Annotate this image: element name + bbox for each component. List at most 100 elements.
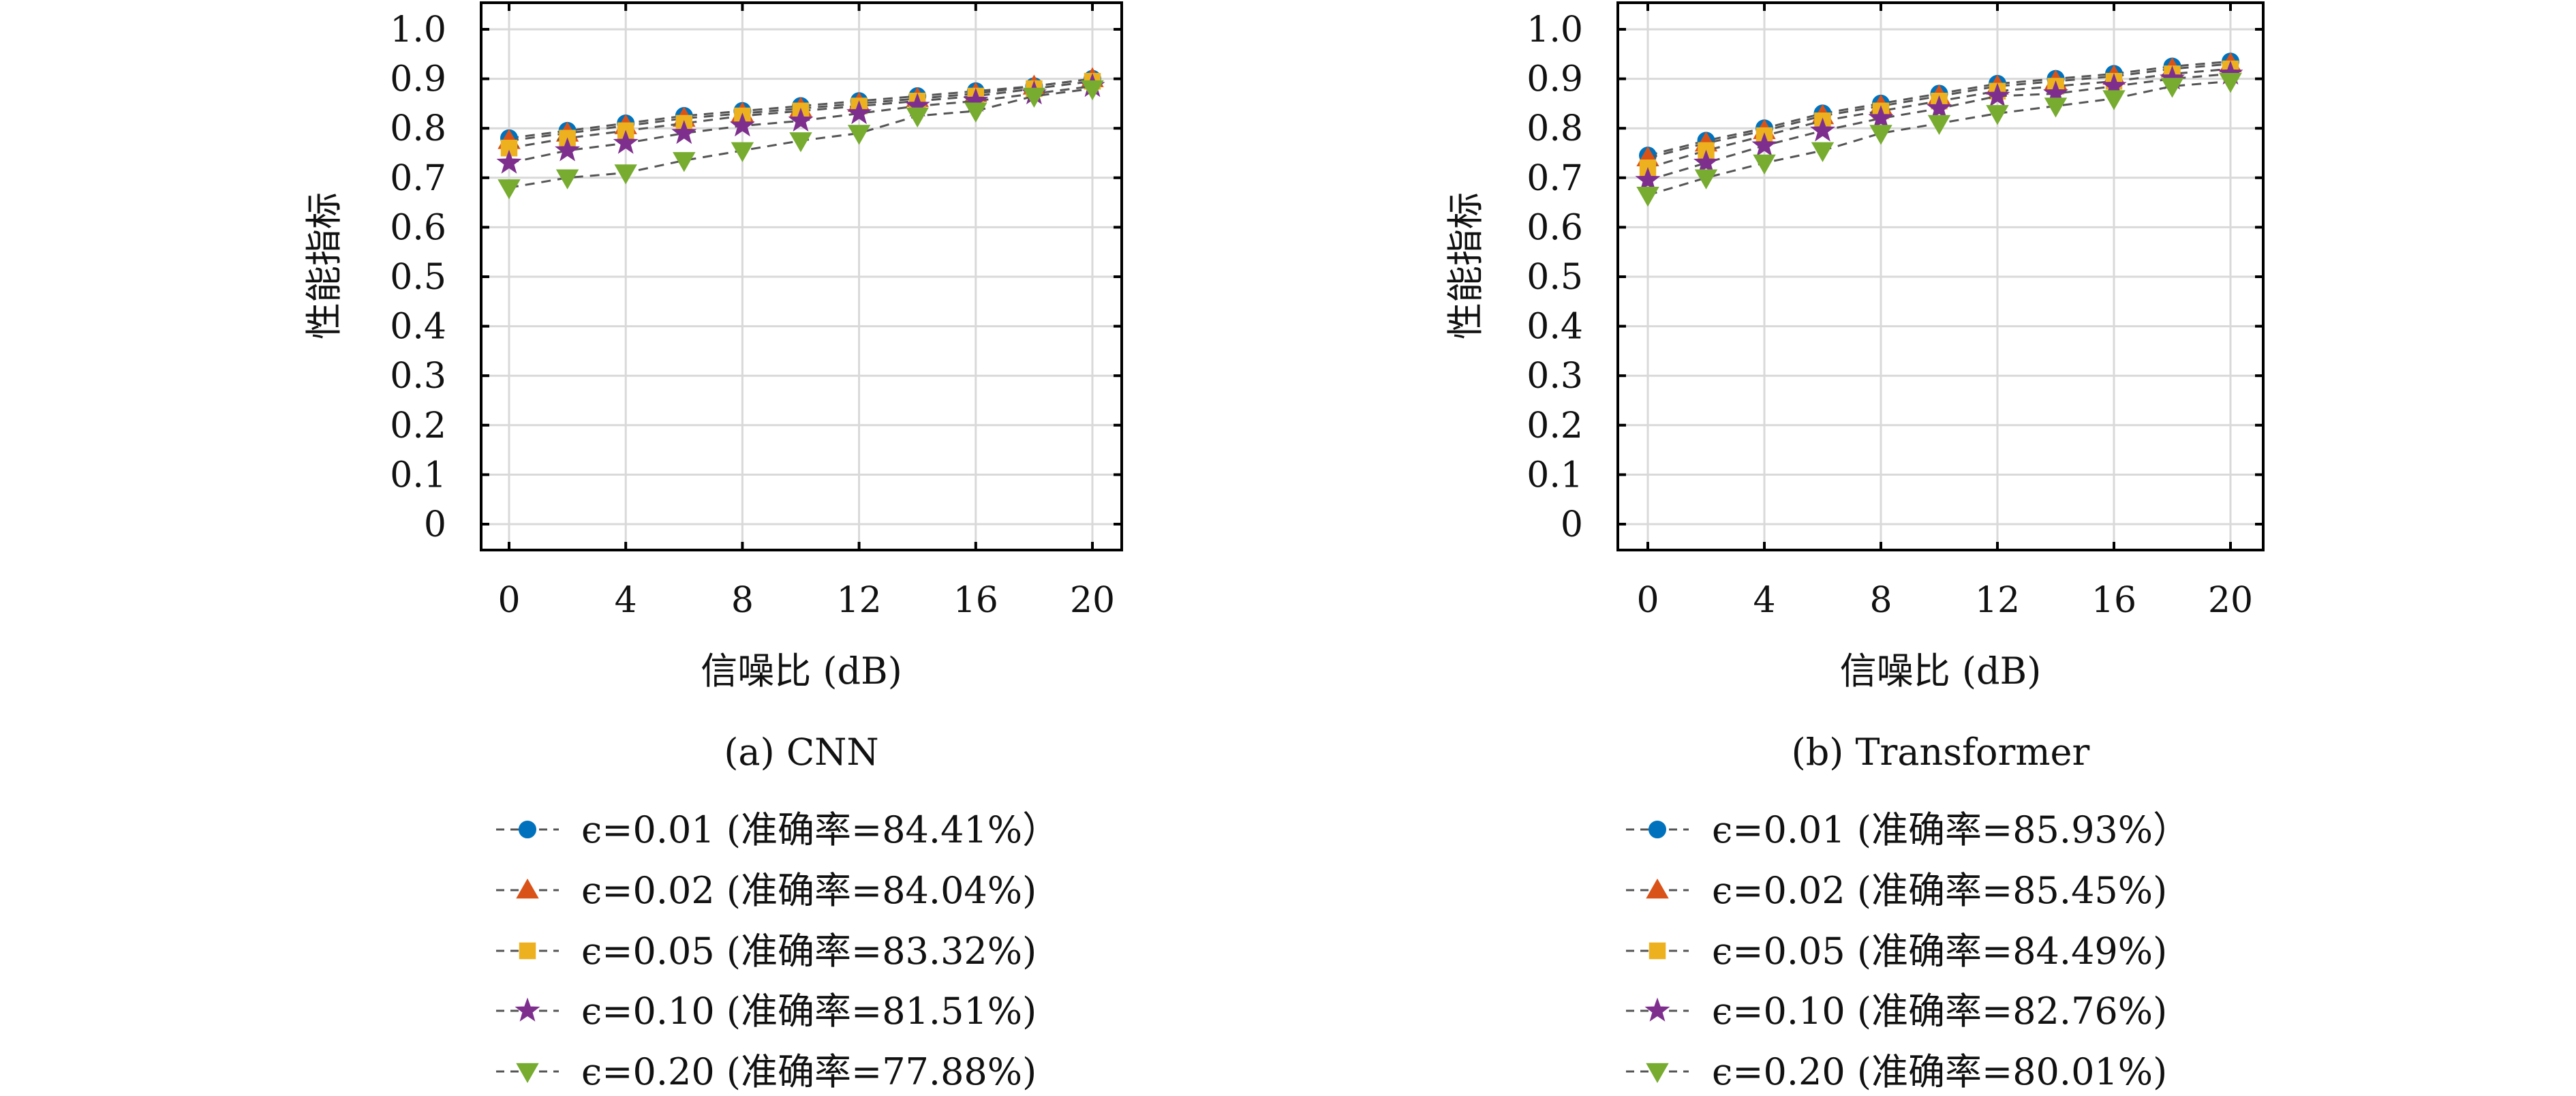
data-point [1636,186,1659,207]
legend-label: ϵ=0.02 (准确率=85.45%) [1712,869,2167,912]
y-tick-label: 0.5 [1527,257,1583,298]
series-eps_0.20 [497,80,1104,200]
data-point [2102,90,2126,110]
legend-label: ϵ=0.05 (准确率=84.49%) [1712,930,2167,973]
series-eps_0.10 [496,73,1105,174]
legend-marker [516,878,539,899]
legend-item: ϵ=0.20 (准确率=77.88%) [496,1050,1037,1093]
data-point [788,107,814,132]
legend-item: ϵ=0.01 (准确率=85.93%） [1626,808,2190,851]
data-point [1693,149,1719,174]
legend-item: ϵ=0.01 (准确率=84.41%） [496,808,1059,851]
x-tick-label: 16 [2091,580,2136,621]
data-point [1022,87,1046,108]
legend-marker [519,821,536,838]
data-point [846,100,872,125]
legend-item: ϵ=0.05 (准确率=83.32%) [496,930,1037,973]
x-axis-label: 信噪比 (dB) [701,650,902,692]
x-tick-label: 8 [1869,580,1892,621]
y-tick-label: 1.0 [390,10,446,50]
data-point [671,120,697,144]
legend-item: ϵ=0.10 (准确率=82.76%) [1626,990,2167,1033]
y-tick-label: 0 [424,504,446,545]
x-axis-label: 信噪比 (dB) [1840,650,2042,692]
legend-marker [1649,821,1666,838]
legend-item: ϵ=0.05 (准确率=84.49%) [1626,930,2167,973]
y-tick-label: 1.0 [1527,10,1583,50]
data-point [729,112,755,137]
data-point [555,137,581,162]
y-tick-label: 0.6 [390,207,446,248]
x-tick-label: 4 [1753,580,1775,621]
x-tick-label: 4 [615,580,637,621]
y-tick-label: 0.3 [1527,356,1583,397]
series-line [508,80,1093,149]
series-eps_0.20 [1636,72,2242,207]
x-tick-label: 20 [1070,580,1115,621]
y-tick-label: 0.9 [1527,59,1583,100]
y-tick-label: 0.7 [390,158,446,199]
legend-item: ϵ=0.02 (准确率=84.04%) [496,869,1037,912]
y-tick-label: 0.4 [390,307,446,348]
legend-marker [519,942,536,960]
y-tick-label: 0.7 [1527,158,1583,199]
y-tick-label: 0.6 [1527,207,1583,248]
legend-label: ϵ=0.10 (准确率=81.51%) [581,990,1037,1033]
data-point [1869,125,1892,145]
legend-marker [516,1063,539,1084]
data-point [673,152,696,172]
data-point [789,132,812,153]
legend-label: ϵ=0.02 (准确率=84.04%) [581,869,1037,912]
y-tick-label: 0.4 [1527,307,1583,348]
data-point [731,142,754,162]
y-tick-label: 0.9 [390,59,446,100]
x-tick-label: 12 [1975,580,2020,621]
legend-marker [1649,942,1666,960]
chart-transformer: 0 0.1 0.2 0.3 0.4 0.5 0.6 0.7 0.8 0.9 1.0 0 4 8 12 16 20… [1444,1,2265,1093]
data-point [847,125,871,145]
y-tick-label: 0.5 [390,257,446,298]
data-point [1694,169,1718,189]
data-point [964,102,987,123]
data-point [1081,80,1104,101]
x-tick-label: 16 [953,580,998,621]
legend-label: ϵ=0.20 (准确率=77.88%) [581,1050,1037,1093]
legend-marker [1646,1063,1669,1084]
chart-caption: (b) Transformer [1792,731,2090,774]
data-point [1926,95,1952,119]
data-point [1809,117,1836,142]
y-tick-label: 0.3 [390,356,446,397]
y-axis-label: 性能指标 [303,192,346,339]
data-point [906,107,929,128]
legend-marker [515,997,540,1022]
data-point [497,179,521,200]
data-point [1984,82,2010,107]
y-tick-label: 0 [1561,504,1583,545]
x-tick-label: 0 [1636,580,1659,621]
legend-label: ϵ=0.01 (准确率=84.41%） [581,808,1059,851]
data-point [1868,105,1894,130]
data-point [1753,154,1776,175]
legend-marker [1646,878,1669,899]
x-tick-label: 0 [497,580,520,621]
y-tick-label: 0.1 [390,455,446,496]
y-tick-label: 0.8 [390,108,446,149]
legend-item: ϵ=0.20 (准确率=80.01%) [1626,1050,2167,1093]
x-tick-label: 8 [731,580,754,621]
chart-caption: (a) CNN [724,731,878,774]
x-tick-label: 12 [837,580,882,621]
x-tick-label: 20 [2208,580,2253,621]
y-tick-label: 0.2 [1527,406,1583,446]
data-point [2219,72,2242,93]
legend-label: ϵ=0.05 (准确率=83.32%) [581,930,1037,973]
y-axis-label: 性能指标 [1444,192,1487,339]
data-point [614,164,637,185]
data-point [1811,142,1835,162]
data-point [613,130,639,154]
legend-marker [1644,997,1670,1022]
data-point [1751,132,1777,157]
legend-label: ϵ=0.01 (准确率=85.93%） [1712,808,2190,851]
chart-cnn: 0 0.1 0.2 0.3 0.4 0.5 0.6 0.7 0.8 0.9 1.0 0 4 8 12 16 20… [303,1,1123,1093]
data-point [496,149,522,174]
legend-label: ϵ=0.20 (准确率=80.01%) [1712,1050,2167,1093]
